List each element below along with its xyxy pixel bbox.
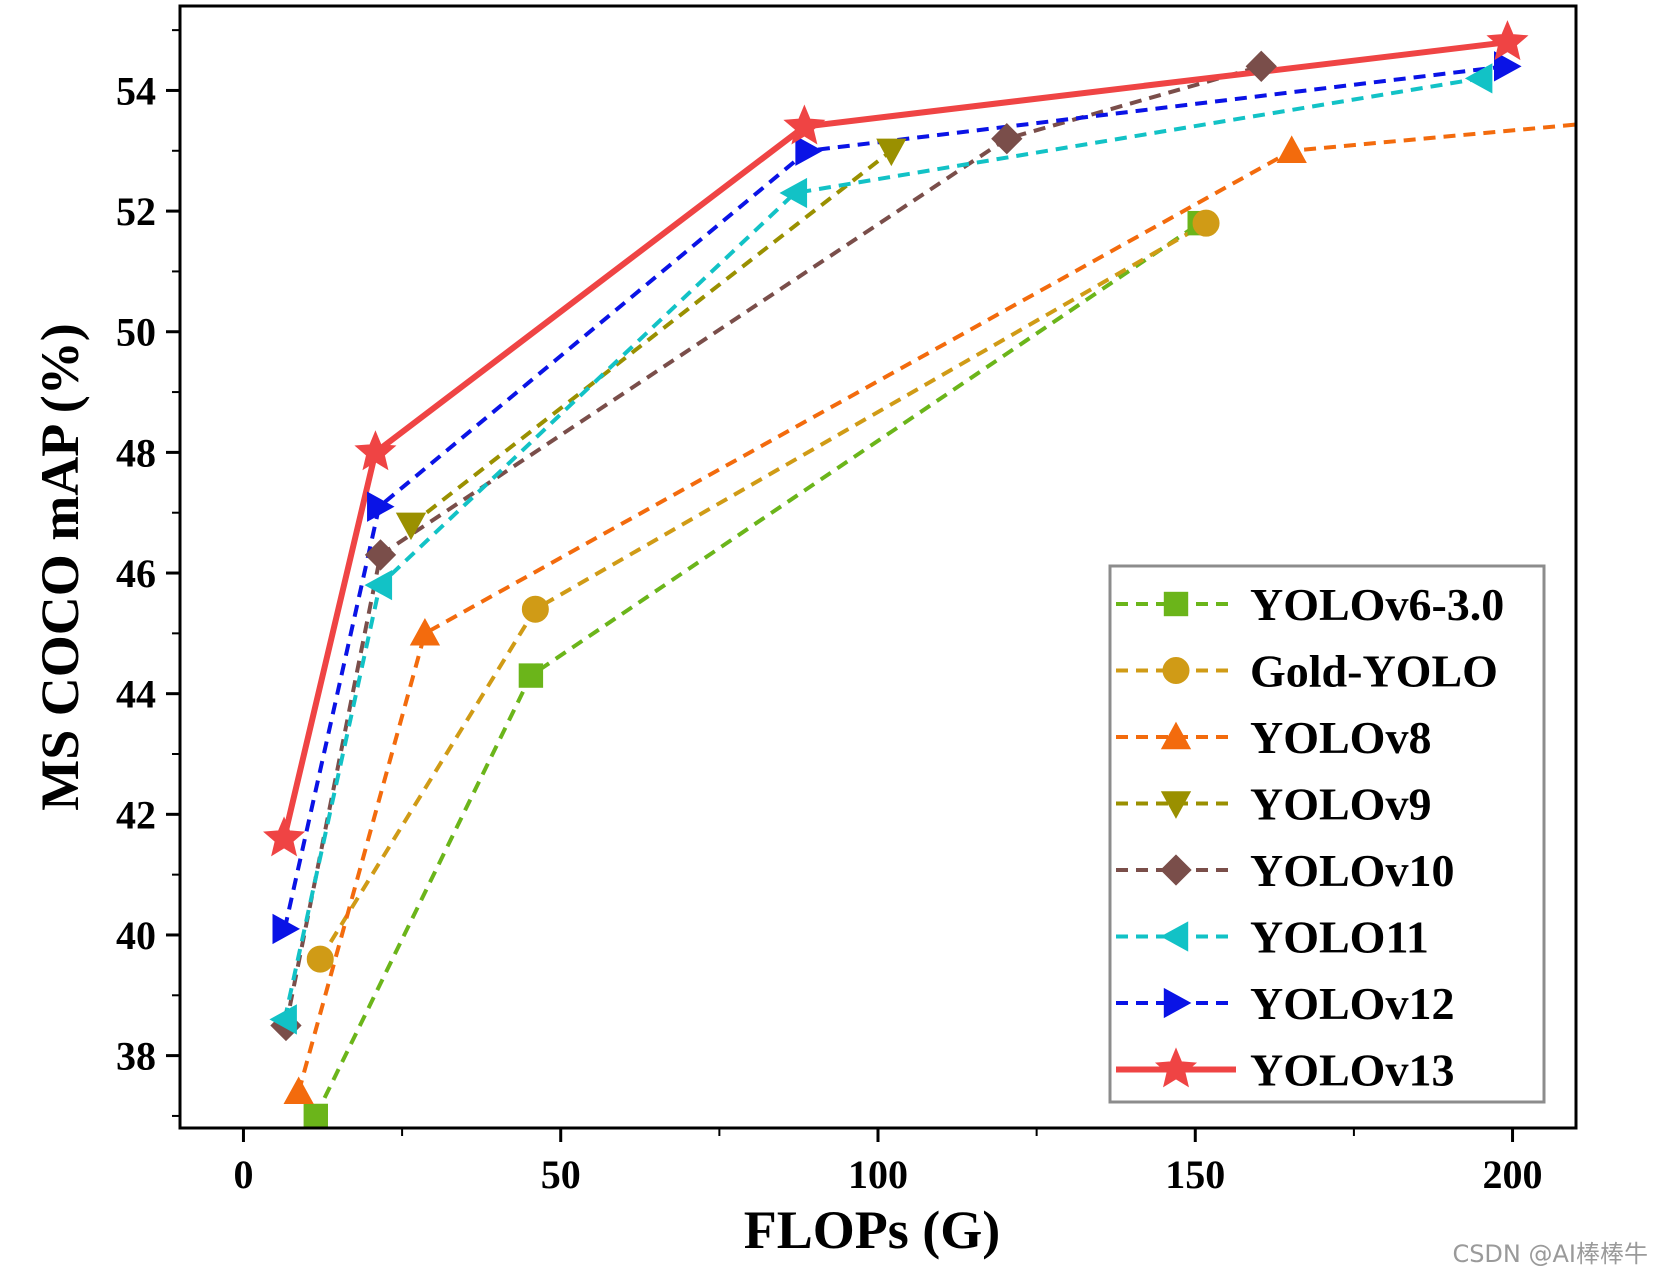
- y-tick-label: 54: [116, 68, 156, 113]
- legend-marker-yolov8: [1160, 721, 1192, 750]
- data-point-yolov13: [263, 816, 306, 857]
- legend-marker-yolov13: [1154, 1047, 1198, 1088]
- data-point-yolov10: [364, 539, 397, 571]
- legend-marker-yolov12: [1163, 987, 1192, 1019]
- legend-marker-yolov9: [1160, 791, 1192, 819]
- data-point-yolov6-3-0: [518, 663, 544, 688]
- data-point-yolo11: [269, 1004, 297, 1035]
- y-tick-label: 48: [116, 430, 156, 475]
- data-point-yolov8: [283, 1076, 314, 1105]
- x-axis-title: FLOPs (G): [744, 1200, 1000, 1260]
- data-point-yolov13: [1486, 20, 1529, 61]
- legend-label-yolov10: YOLOv10: [1250, 845, 1454, 896]
- legend-marker-gold-yolo: [1162, 657, 1190, 684]
- legend-box: [1108, 564, 1546, 1104]
- y-tick-label: 52: [116, 189, 156, 234]
- x-tick-label: 50: [541, 1152, 581, 1197]
- legend-label-gold-yolo: Gold-YOLO: [1250, 646, 1498, 697]
- data-point-gold-yolo: [306, 945, 334, 973]
- series-line-yolov9: [409, 149, 893, 527]
- data-point-yolov12: [272, 913, 301, 945]
- data-point-yolov12: [795, 135, 823, 166]
- series-line-yolov13: [281, 39, 1508, 840]
- series-line-yolo11: [282, 76, 1481, 1020]
- legend-label-yolov8: YOLOv8: [1250, 712, 1431, 763]
- y-tick-label: 40: [116, 913, 156, 958]
- legend-label-yolov12: YOLOv12: [1250, 978, 1454, 1029]
- series-line-yolov6-3-0: [314, 221, 1201, 1117]
- legend-label-yolo11: YOLO11: [1250, 912, 1429, 963]
- data-point-yolov9: [876, 138, 907, 167]
- data-point-yolov9: [395, 512, 427, 541]
- y-tick-label: 46: [116, 551, 156, 596]
- y-axis-title: MS COCO mAP (%): [30, 323, 90, 810]
- watermark-text: CSDN @AI棒棒牛: [1452, 1240, 1648, 1268]
- data-point-gold-yolo: [1192, 209, 1220, 237]
- data-point-yolov13: [783, 104, 826, 145]
- data-point-yolov8: [1276, 135, 1307, 163]
- legend: YOLOv6-3.0 Gold-YOLO YOLOv8 YOLOv9 YOLOv10 YO…: [1108, 564, 1546, 1104]
- legend-marker-yolov10: [1160, 854, 1192, 886]
- series-line-yolov8: [296, 122, 1576, 1093]
- legend-label-yolov9: YOLOv9: [1250, 779, 1431, 830]
- data-point-yolov10: [991, 123, 1023, 155]
- y-tick-label: 42: [116, 792, 156, 837]
- x-tick-label: 0: [233, 1152, 253, 1197]
- y-tick-label: 50: [116, 310, 156, 355]
- series-line-yolov10: [284, 64, 1262, 1026]
- legend-label-yolov13: YOLOv13: [1250, 1045, 1454, 1096]
- series-line-gold-yolo: [318, 221, 1208, 961]
- data-point-yolo11: [1464, 63, 1493, 94]
- data-point-gold-yolo: [521, 595, 549, 623]
- tick-layer: 0 50 100 150 200 38 40 42 44 46 48 50 52 54: [116, 29, 1543, 1197]
- y-tick-label: 44: [116, 672, 156, 717]
- x-tick-label: 150: [1165, 1152, 1225, 1197]
- data-point-yolov12: [1494, 51, 1522, 82]
- legend-label-yolov6-3-0: YOLOv6-3.0: [1250, 579, 1504, 630]
- data-point-yolov12: [367, 491, 395, 522]
- data-point-yolo11: [779, 177, 808, 209]
- x-tick-label: 100: [848, 1152, 908, 1197]
- legend-marker-yolo11: [1160, 921, 1189, 952]
- data-point-yolov8: [409, 618, 441, 646]
- data-point-yolov6-3-0: [303, 1103, 328, 1129]
- data-point-yolov10: [1245, 50, 1277, 82]
- y-tick-label: 38: [116, 1034, 156, 1079]
- data-point-yolov13: [354, 430, 397, 471]
- x-tick-label: 200: [1483, 1152, 1543, 1197]
- data-point-yolo11: [364, 569, 393, 601]
- marker-layer: [263, 20, 1529, 1129]
- legend-marker-yolov6-3-0: [1163, 591, 1189, 617]
- series-line-yolov12: [282, 64, 1507, 930]
